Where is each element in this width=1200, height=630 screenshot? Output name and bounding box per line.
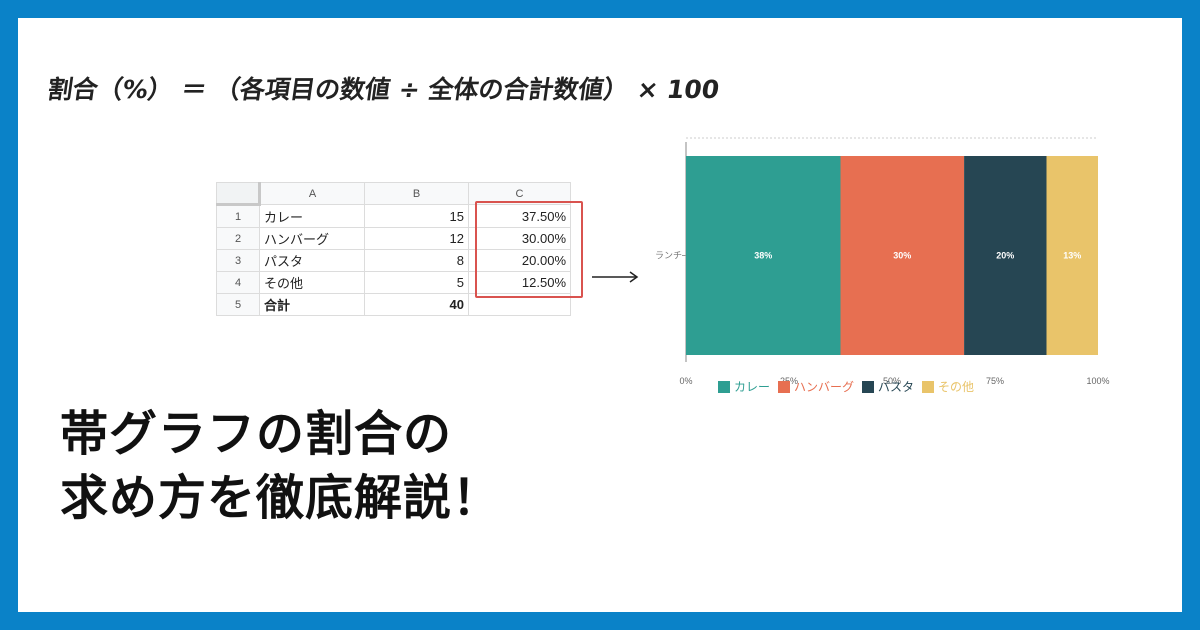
legend-label: パスタ (878, 380, 915, 394)
row-number[interactable]: 4 (216, 271, 260, 294)
row-number[interactable]: 2 (216, 227, 260, 250)
chart-legend: カレー ハンバーグ パスタ その他 (718, 378, 974, 395)
cell-a1[interactable]: カレー (259, 204, 365, 228)
headline-line1: 帯グラフの割合の (60, 406, 453, 462)
cell-a4[interactable]: その他 (259, 271, 365, 294)
cell-c5[interactable] (468, 293, 571, 316)
table-row: 3 パスタ 8 20.00% (216, 249, 571, 272)
legend-swatch (922, 380, 935, 393)
legend-item-2[interactable]: パスタ (862, 378, 914, 395)
cell-b1[interactable]: 15 (364, 204, 469, 228)
column-header-a[interactable]: A (259, 182, 365, 205)
cell-c4[interactable]: 12.50% (468, 271, 571, 294)
cell-a2[interactable]: ハンバーグ (259, 227, 365, 250)
x-tick-label: 100% (1086, 376, 1109, 386)
x-tick-label: 50% (883, 376, 901, 386)
x-tick-label: 0% (679, 376, 692, 386)
cell-a3[interactable]: パスタ (259, 249, 365, 272)
bar-segment-1 (840, 156, 965, 355)
data-label-3: 13% (1063, 251, 1081, 261)
spreadsheet: A B C 1 カレー 15 37.50% 2 ハンバーグ 12 30.00% … (216, 182, 571, 316)
category-label: ランチ (655, 251, 682, 261)
bar-segment-3 (1046, 156, 1098, 355)
column-header-b[interactable]: B (364, 182, 469, 205)
headline-line2: 求め方を徹底解説！ (60, 470, 502, 526)
legend-swatch (778, 380, 791, 393)
table-row: 1 カレー 15 37.50% (216, 204, 571, 228)
headline: 帯グラフの割合の 求め方を徹底解説！ (60, 402, 501, 530)
arrow-right-icon (592, 271, 639, 283)
legend-label: その他 (938, 380, 975, 394)
legend-swatch (718, 380, 730, 393)
legend-item-1[interactable]: ハンバーグ (778, 378, 854, 395)
data-label-2: 20% (996, 251, 1014, 261)
cell-a5[interactable]: 合計 (259, 293, 365, 316)
legend-label: カレー (734, 380, 771, 394)
formula-text: 割合（%） ＝ （各項目の数値 ÷ 全体の合計数値） × 100 (45, 75, 722, 104)
table-row: 5 合計 40 (216, 293, 571, 316)
bar-segment-0 (686, 156, 841, 355)
x-tick-label: 75% (986, 376, 1004, 386)
cell-b4[interactable]: 5 (364, 271, 469, 294)
legend-label: ハンバーグ (794, 380, 855, 394)
cell-b5[interactable]: 40 (364, 293, 469, 316)
legend-item-3[interactable]: その他 (922, 378, 974, 395)
column-header-row: A B C (216, 182, 571, 206)
row-number[interactable]: 3 (216, 249, 260, 272)
legend-swatch (862, 380, 875, 393)
data-label-0: 38% (754, 251, 772, 261)
cell-c1[interactable]: 37.50% (468, 204, 571, 228)
data-label-1: 30% (893, 251, 911, 261)
row-number[interactable]: 1 (216, 204, 260, 228)
highlight-box (475, 201, 583, 298)
bar-segment-2 (964, 156, 1047, 355)
corner-cell[interactable] (216, 182, 261, 206)
legend-item-0[interactable]: カレー (718, 378, 770, 395)
cell-b3[interactable]: 8 (364, 249, 469, 272)
table-row: 2 ハンバーグ 12 30.00% (216, 227, 571, 250)
row-number[interactable]: 5 (216, 293, 260, 316)
table-row: 4 その他 5 12.50% (216, 271, 571, 294)
cell-b2[interactable]: 12 (364, 227, 469, 250)
